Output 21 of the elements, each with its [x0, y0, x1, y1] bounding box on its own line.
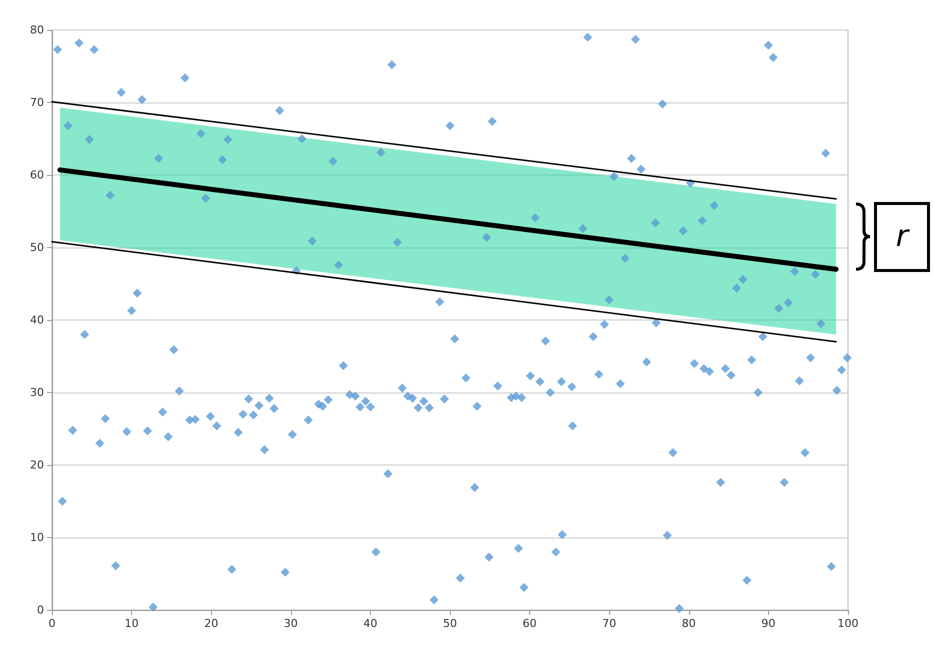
x-tick-label: 20 — [204, 617, 218, 630]
y-tick-label: 60 — [30, 168, 44, 182]
x-tick-label: 100 — [838, 617, 858, 630]
y-tick-label: 80 — [30, 24, 44, 36]
y-tick-label: 40 — [30, 314, 44, 326]
y-tick-label: 30 — [30, 386, 44, 399]
y-tick-label: 70 — [30, 96, 44, 109]
x-tick-label: 10 — [124, 617, 139, 630]
x-tick-label: 30 — [284, 617, 298, 630]
y-tick-label: 50 — [30, 241, 44, 254]
y-tick-label: 0 — [37, 604, 44, 616]
y-tick-label: 10 — [30, 531, 44, 544]
x-tick-label: 70 — [602, 617, 616, 630]
x-tick-label: 40 — [363, 617, 378, 630]
x-tick-label: 60 — [522, 617, 537, 630]
x-tick-label: 90 — [761, 617, 776, 630]
x-tick-label: 50 — [443, 617, 457, 630]
text: r — [874, 202, 930, 272]
x-tick-label: 0 — [48, 617, 56, 630]
x-tick-label: 80 — [682, 617, 696, 630]
y-tick-label: 20 — [30, 458, 44, 472]
